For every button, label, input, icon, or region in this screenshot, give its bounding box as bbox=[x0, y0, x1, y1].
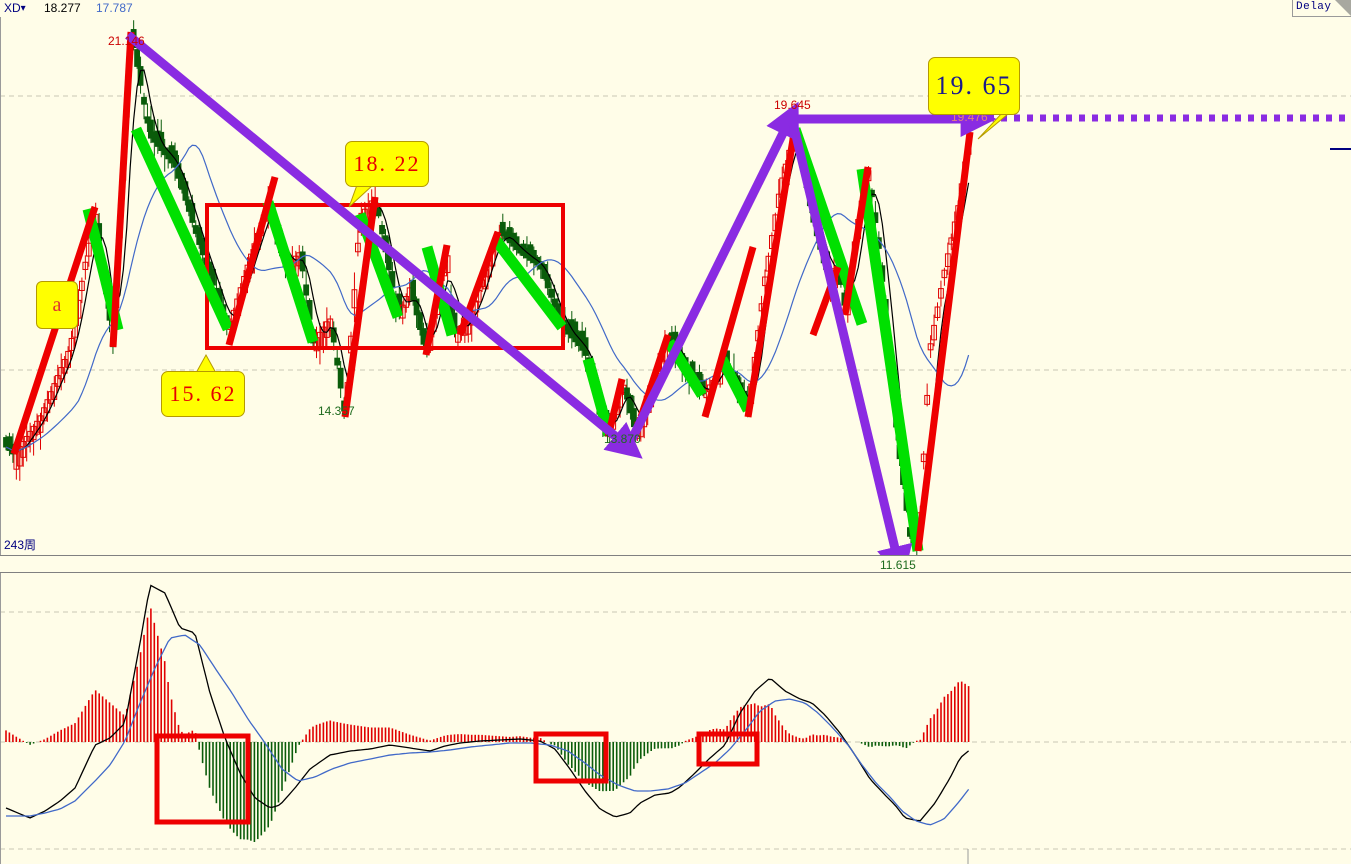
structure-arrows bbox=[125, 31, 997, 555]
price-label-11615: 11.615 bbox=[880, 558, 916, 572]
quote-price-secondary: 17.787 bbox=[96, 1, 133, 15]
price-label-13870: 13.870 bbox=[604, 432, 641, 446]
macd-diff-line bbox=[5, 584, 970, 822]
macd-highlight-boxes bbox=[154, 731, 760, 825]
pane-divider-bottom bbox=[0, 572, 1351, 573]
arrow-down-major bbox=[125, 31, 643, 459]
symbol-label: XD bbox=[4, 1, 21, 15]
arrow-down-major-2 bbox=[788, 121, 913, 555]
macd-box-1 bbox=[154, 733, 251, 825]
price-label-19645: 19.645 bbox=[774, 98, 811, 112]
callout-a[interactable]: a bbox=[36, 281, 78, 329]
callout-1965[interactable]: 19. 65 bbox=[928, 57, 1020, 115]
resize-corner-decoration bbox=[1335, 0, 1351, 16]
price-gridlines bbox=[0, 95, 1351, 371]
macd-gridlines bbox=[0, 611, 1351, 850]
period-label: 243周 bbox=[4, 538, 37, 552]
arrow-up-major bbox=[623, 101, 799, 449]
price-label-21146: 21.146 bbox=[108, 34, 145, 48]
price-chart-pane[interactable]: 21.146 14.357 13.870 19.645 11.615 19.47… bbox=[0, 17, 1351, 572]
macd-chart-canvas bbox=[0, 573, 1351, 864]
chevron-down-icon[interactable]: ▾ bbox=[20, 3, 26, 14]
callout-1822-text: 18. 22 bbox=[353, 151, 421, 176]
delay-label: Delay bbox=[1296, 1, 1332, 13]
symbol-selector[interactable]: XD▾ bbox=[4, 1, 26, 15]
macd-histogram bbox=[5, 608, 970, 842]
callout-1562-text: 15. 62 bbox=[169, 381, 237, 406]
callout-a-text: a bbox=[52, 293, 62, 316]
callout-1562[interactable]: 15. 62 bbox=[161, 371, 245, 417]
macd-box-3 bbox=[696, 731, 760, 767]
quote-price: 18.277 bbox=[44, 1, 81, 15]
price-chart-canvas bbox=[0, 17, 1351, 555]
candlestick-series bbox=[3, 20, 972, 555]
callout-1965-text: 19. 65 bbox=[935, 71, 1013, 100]
macd-box-2 bbox=[533, 731, 609, 784]
price-label-14357: 14.357 bbox=[318, 404, 355, 418]
pane-divider-top bbox=[0, 555, 1351, 556]
macd-dea-line bbox=[6, 634, 970, 826]
quote-toolbar: XD▾ 18.277 17.787 Delay bbox=[0, 0, 1351, 18]
up-trend-arrows bbox=[10, 31, 974, 552]
macd-chart-pane[interactable] bbox=[0, 573, 1351, 864]
callout-1822[interactable]: 18. 22 bbox=[345, 141, 429, 187]
ma-line-blue bbox=[5, 144, 970, 452]
